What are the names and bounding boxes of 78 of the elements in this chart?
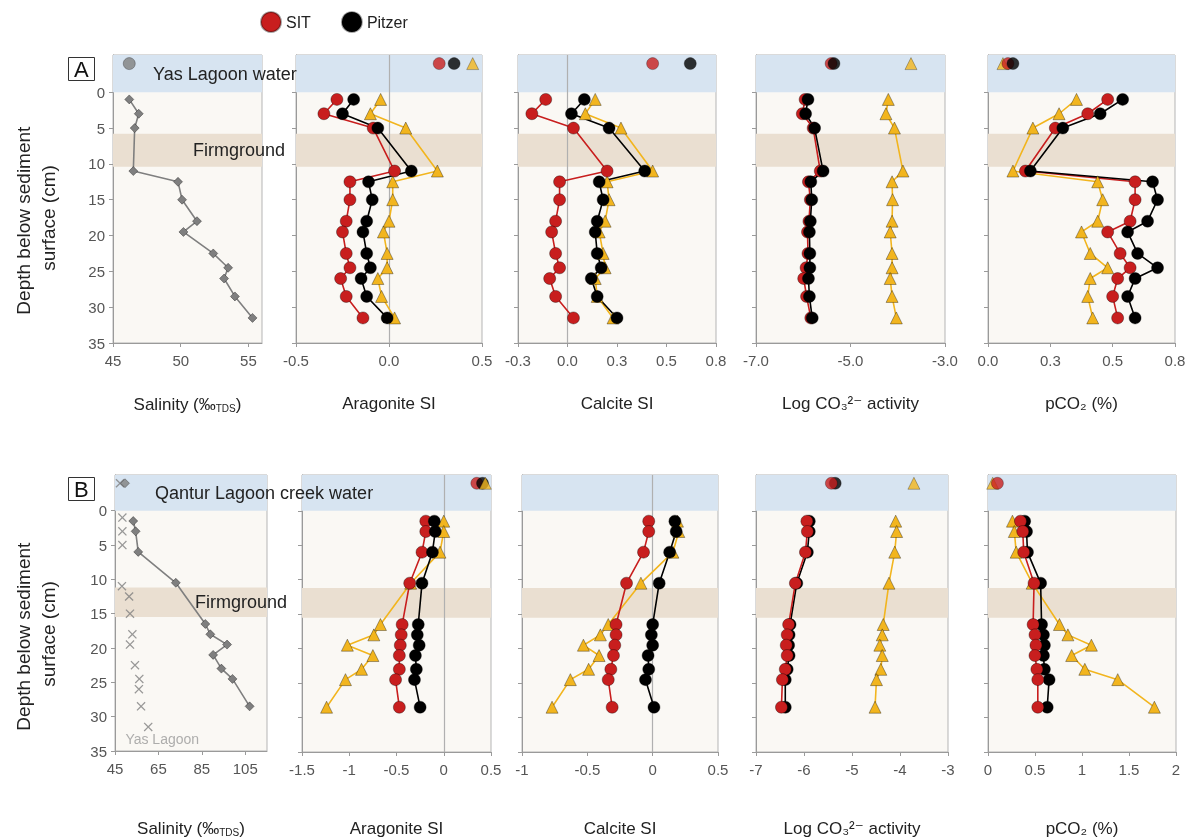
x-tick-label: -1	[342, 761, 356, 778]
x-axis-title: Calcite SI	[580, 394, 654, 413]
x-tick-label: 1.5	[1118, 761, 1140, 778]
y-tick-label: 35	[90, 742, 107, 760]
x-axis-title: Salinity (‰TDS)	[137, 818, 245, 838]
x-tick-label: 0.3	[606, 352, 628, 369]
y-tick-label: 5	[96, 119, 105, 137]
y-tick-label: 25	[90, 673, 107, 691]
x-tick-label: 50	[172, 352, 190, 369]
x-tick-label: 0.5	[480, 761, 502, 778]
y-tick-label: 5	[98, 536, 107, 554]
x-axis-title: Log CO₃²⁻ activity	[783, 819, 921, 838]
series-label: Yas Lagoon	[125, 731, 200, 748]
x-tick-label: -4	[893, 761, 907, 778]
x-tick-label: -0.5	[574, 761, 601, 778]
y-tick-label: 35	[88, 334, 105, 352]
x-tick-label: 0.5	[656, 352, 677, 369]
x-tick-label: 0.5	[1024, 761, 1046, 778]
x-tick-label: 0.3	[1039, 352, 1061, 369]
band-label: Firmground	[195, 592, 288, 613]
x-tick-label: 0.5	[1102, 352, 1124, 369]
x-tick-label: 0	[648, 761, 657, 778]
band-label: Yas Lagoon water	[153, 63, 297, 84]
x-axis-title: pCO₂ (%)	[1045, 394, 1118, 413]
y-tick-label: 0	[98, 502, 107, 520]
x-tick-label: -6	[797, 761, 811, 778]
x-tick-label: 45	[106, 760, 124, 777]
x-tick-label: 85	[193, 760, 211, 777]
x-axis-title: Salinity (‰TDS)	[133, 394, 242, 414]
x-tick-label: 45	[104, 352, 122, 369]
y-tick-label: 30	[88, 298, 105, 316]
y-tick-label: 15	[90, 605, 107, 623]
x-tick-label: 0.5	[471, 352, 493, 369]
x-tick-label: 0.5	[707, 761, 729, 778]
y-tick-label: 10	[88, 155, 105, 173]
x-tick-label: 2	[1171, 761, 1181, 778]
y-axis-title: Depth below sediment surface (cm)	[13, 537, 59, 731]
y-tick-label: 10	[90, 570, 107, 588]
x-tick-label: 0.0	[557, 352, 578, 369]
x-tick-label: 0.8	[1164, 352, 1186, 369]
legend-label: Pitzer	[366, 13, 409, 31]
x-tick-label: -7.0	[743, 352, 769, 369]
x-axis-title: Calcite SI	[583, 819, 657, 838]
x-tick-label: -3.0	[932, 352, 958, 369]
x-tick-label: -1	[515, 761, 529, 778]
x-tick-label: -7	[749, 761, 763, 778]
band-label: Firmground	[193, 140, 286, 161]
x-tick-label: 1	[1077, 761, 1087, 778]
x-tick-label: 55	[240, 352, 257, 369]
y-tick-label: 15	[88, 191, 105, 209]
x-tick-label: -1.5	[289, 761, 315, 778]
y-tick-label: 30	[90, 708, 107, 726]
x-tick-label: -0.5	[283, 352, 309, 369]
x-axis-title: Aragonite SI	[342, 394, 436, 413]
x-tick-label: 0.0	[977, 352, 999, 369]
y-tick-label: 20	[88, 227, 105, 245]
x-tick-label: -5	[845, 761, 859, 778]
x-tick-label: 65	[150, 760, 167, 777]
x-tick-label: -0.5	[383, 761, 410, 778]
x-tick-label: 105	[232, 760, 258, 777]
chart-title: B	[74, 476, 89, 502]
y-tick-label: 0	[96, 83, 105, 101]
band-label: Qantur Lagoon creek water	[155, 482, 374, 503]
x-tick-label: 0	[439, 761, 448, 778]
x-tick-label: 0.8	[705, 352, 727, 369]
y-tick-label: 20	[90, 639, 107, 657]
x-axis-title: pCO₂ (%)	[1045, 819, 1119, 838]
x-tick-label: -5.0	[837, 352, 864, 369]
x-axis-title: Aragonite SI	[349, 819, 444, 838]
y-axis-title: Depth below sediment surface (cm)	[13, 121, 59, 315]
x-tick-label: 0.0	[378, 352, 400, 369]
legend-label: SIT	[286, 13, 312, 31]
x-tick-label: 0	[983, 761, 993, 778]
y-tick-label: 25	[88, 262, 105, 280]
x-axis-title: Log CO₃²⁻ activity	[782, 394, 920, 413]
x-tick-label: -0.3	[505, 352, 531, 369]
x-tick-label: -3	[941, 761, 955, 778]
chart-title: A	[74, 56, 89, 82]
